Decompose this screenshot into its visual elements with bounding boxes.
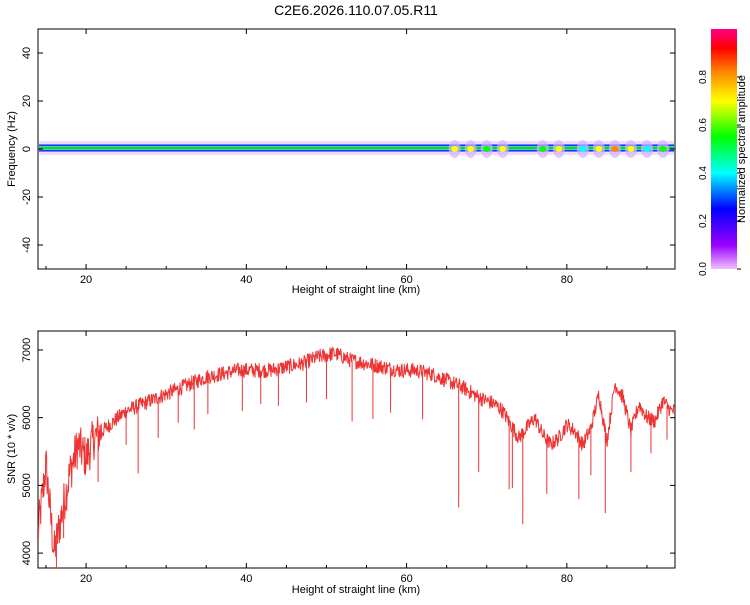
snr-spikes [55,355,668,568]
spectrogram-band [39,144,674,152]
colorbar-tick-label: 0.6 [698,118,709,132]
snr-xtick-label: 80 [561,573,573,585]
snr-xlabel: Height of straight line (km) [292,584,420,596]
snr-ytick-label: 7000 [21,338,33,362]
snr-xtick-label: 20 [80,573,92,585]
spectrogram-blob [659,146,667,152]
figure-title: C2E6.2026.110.07.05.R11 [274,2,438,18]
spectrogram-ytick-label: 0 [21,146,33,152]
snr-frame [37,330,676,569]
snr-ylabel: SNR (10 * v/v) [6,414,18,484]
snr-xtick-label: 40 [240,573,252,585]
spectrogram-ytick-label: 20 [21,95,33,107]
colorbar-tick-label: 0.0 [698,262,709,276]
spectrogram-xtick-label: 80 [561,274,573,286]
spectrogram-blob [539,146,547,152]
colorbar-ticks: 0.0 0.2 0.4 0.6 0.8 [698,70,741,276]
colorbar-label: Normalized spectral amplitude [736,75,748,223]
colorbar-tick-label: 0.2 [698,214,709,228]
spectrogram-ytick-label: 40 [21,47,33,59]
colorbar-gradient [711,29,737,269]
snr-ticks: 20 40 60 80 4000 5000 6000 7000 [21,331,675,585]
spectrogram-blob [451,146,459,152]
spectrogram-xlabel: Height of straight line (km) [292,284,420,296]
spectrogram-blob [611,146,619,152]
colorbar: 0.0 0.2 0.4 0.6 0.8 Normalized spectral ampl… [698,29,748,276]
colorbar-tick-label: 0.8 [698,70,709,84]
spectrogram-blobs [448,140,669,158]
spectrogram-ticks: 20 40 60 80 40 20 0 -20 -40 [21,29,675,286]
spectrogram-blob [483,146,491,152]
spectrogram-xtick-label: 20 [80,274,92,286]
colorbar-tick-label: 0.4 [698,166,709,180]
spectrogram-xtick-label: 40 [240,274,252,286]
snr-panel: 20 40 60 80 4000 5000 6000 7000 Height of strai… [6,330,676,596]
snr-series-line [38,346,675,557]
spectrogram-blob [579,146,587,152]
spectrogram-panel: 20 40 60 80 40 20 0 -20 -40 Height of straight l… [6,28,676,296]
spectrogram-ylabel: Frequency (Hz) [6,111,18,187]
spectrogram-blob [499,146,507,152]
spectrogram-blob [467,146,475,152]
snr-ytick-label: 5000 [21,473,33,497]
snr-xtick-label: 60 [400,573,412,585]
spectrogram-ytick-label: -20 [21,189,33,205]
snr-ytick-label: 4000 [21,541,33,565]
spectrogram-xtick-label: 60 [400,274,412,286]
snr-ytick-label: 6000 [21,405,33,429]
spectrogram-blob [555,146,563,152]
spectrogram-blob [643,146,651,152]
spectrogram-blob [627,146,635,152]
spectrogram-ytick-label: -40 [21,237,33,253]
spectrogram-blob [595,146,603,152]
